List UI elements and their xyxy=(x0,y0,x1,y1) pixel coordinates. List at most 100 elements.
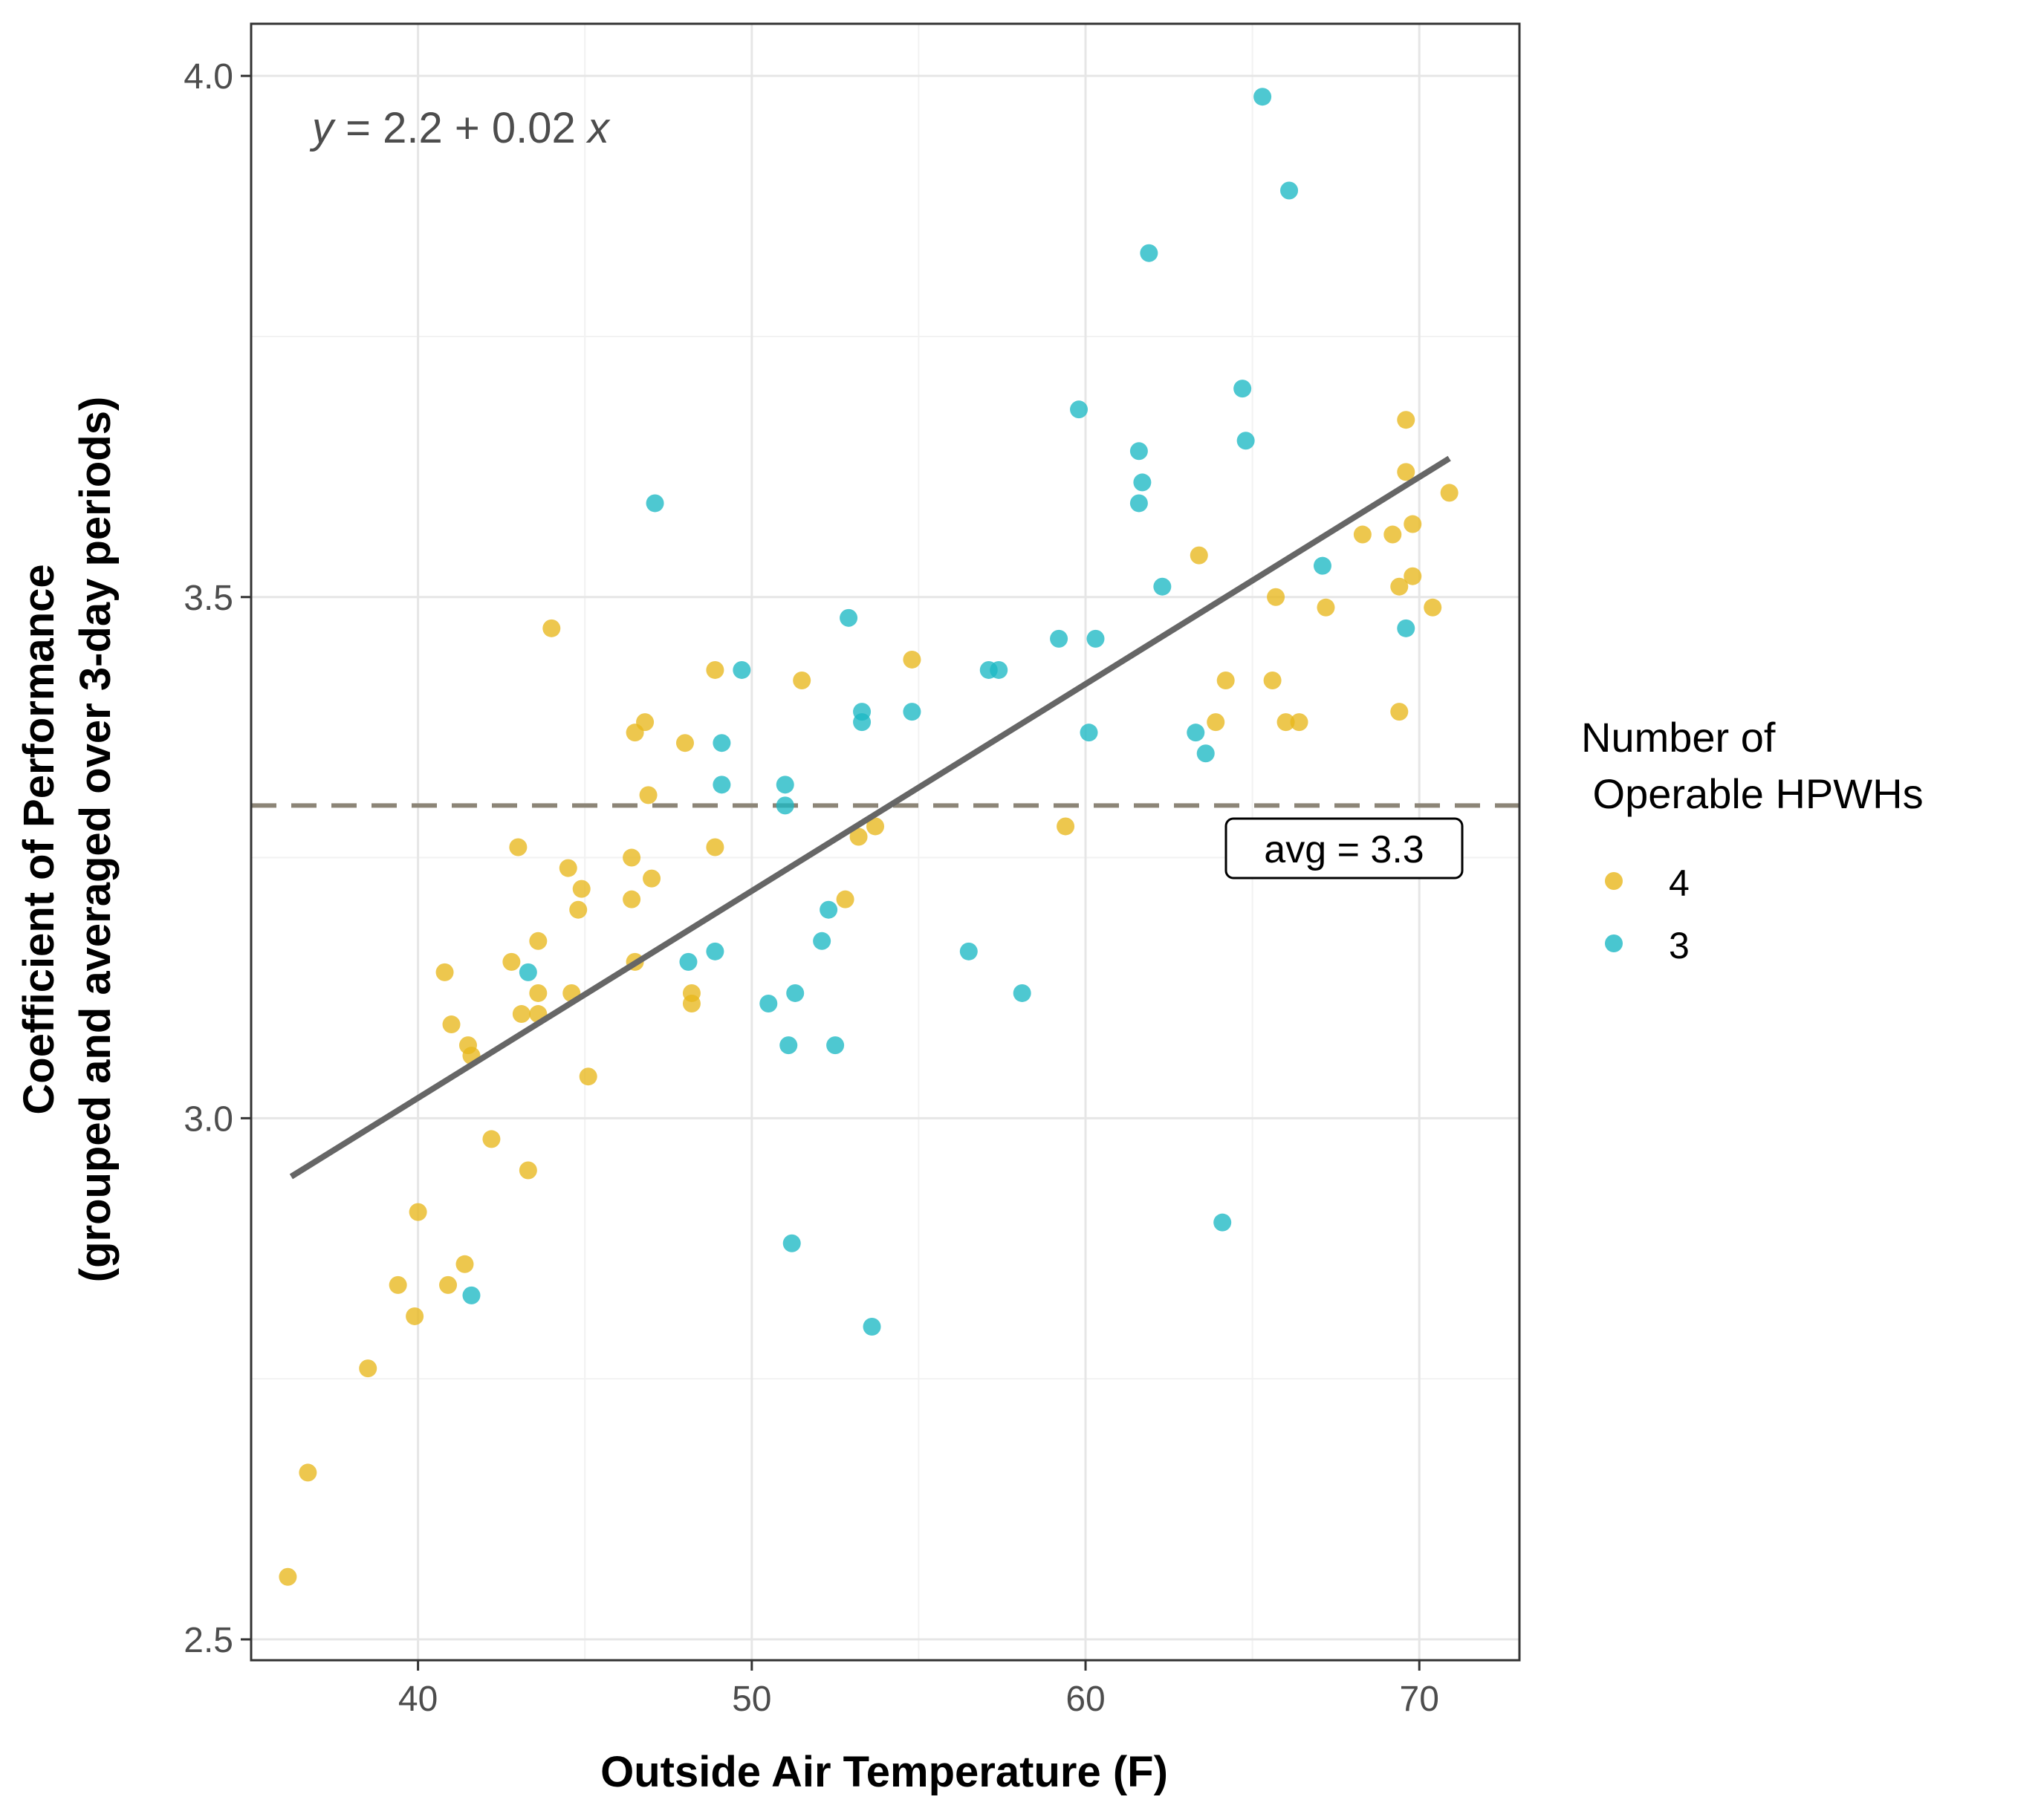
data-point-4 xyxy=(1290,713,1308,732)
data-point-4 xyxy=(359,1359,377,1378)
data-point-3 xyxy=(1253,88,1272,106)
data-point-3 xyxy=(1129,494,1148,513)
x-tick-label: 50 xyxy=(732,1680,771,1719)
data-point-3 xyxy=(840,608,858,627)
legend-label-4: 4 xyxy=(1669,862,1690,904)
data-point-3 xyxy=(1236,432,1255,450)
axis-ticks: 40 50 60 70 2.5 3.0 3.5 4.0 xyxy=(184,57,1439,1719)
data-point-4 xyxy=(1216,672,1235,690)
data-point-4 xyxy=(682,994,701,1012)
data-point-3 xyxy=(1070,400,1088,419)
legend-key-3 xyxy=(1605,934,1623,952)
data-point-3 xyxy=(1080,724,1098,742)
data-point-3 xyxy=(1187,724,1205,742)
data-point-4 xyxy=(572,880,591,898)
data-point-4 xyxy=(1404,515,1422,533)
data-point-4 xyxy=(706,838,724,856)
data-point-3 xyxy=(782,1234,801,1252)
data-point-4 xyxy=(569,900,588,919)
data-point-4 xyxy=(559,859,577,877)
data-point-4 xyxy=(1390,577,1409,596)
regression-equation: y = 2.2 + 0.02 x xyxy=(309,104,611,152)
avg-annotation: avg = 3.3 xyxy=(1224,817,1464,880)
data-point-4 xyxy=(519,1161,537,1180)
x-tick-label: 40 xyxy=(398,1680,438,1719)
data-point-4 xyxy=(793,672,811,690)
data-point-4 xyxy=(1190,546,1208,565)
data-point-3 xyxy=(959,942,978,960)
data-point-4 xyxy=(509,838,528,856)
data-point-3 xyxy=(813,932,831,950)
data-point-3 xyxy=(853,713,872,732)
data-point-4 xyxy=(455,1255,474,1273)
y-tick-label: 2.5 xyxy=(184,1621,233,1660)
data-point-3 xyxy=(786,984,805,1002)
plot-panel-border xyxy=(250,22,1521,1662)
data-point-4 xyxy=(482,1130,501,1148)
data-point-4 xyxy=(299,1463,317,1482)
data-point-4 xyxy=(529,984,548,1002)
data-point-4 xyxy=(542,619,561,637)
data-point-4 xyxy=(1267,588,1285,606)
y-tick-label: 3.0 xyxy=(184,1099,233,1139)
data-point-4 xyxy=(1207,713,1225,732)
data-point-3 xyxy=(733,660,751,679)
data-point-4 xyxy=(1424,598,1442,617)
y-axis-title-line2: (grouped and averaged over 3-day periods… xyxy=(71,397,120,1283)
data-point-4 xyxy=(836,890,854,908)
data-point-3 xyxy=(713,776,731,794)
data-point-3 xyxy=(646,494,664,513)
data-point-3 xyxy=(1013,984,1031,1002)
data-point-4 xyxy=(439,1275,458,1294)
data-point-3 xyxy=(1397,619,1415,637)
data-point-4 xyxy=(1276,713,1295,732)
legend-title-line1: Number of xyxy=(1581,714,1776,761)
data-point-4 xyxy=(636,713,655,732)
data-point-3 xyxy=(1133,473,1152,492)
data-point-4 xyxy=(849,828,868,846)
data-point-4 xyxy=(529,932,548,950)
data-point-3 xyxy=(776,776,794,794)
data-point-4 xyxy=(406,1307,424,1325)
data-point-4 xyxy=(1057,817,1075,836)
data-point-4 xyxy=(1353,525,1372,544)
data-point-3 xyxy=(1086,629,1105,648)
data-point-3 xyxy=(1233,380,1252,398)
data-point-3 xyxy=(679,952,698,971)
minor-gridlines xyxy=(250,24,1519,1660)
data-point-4 xyxy=(1440,484,1459,502)
data-point-3 xyxy=(990,660,1008,679)
x-tick-label: 70 xyxy=(1400,1680,1439,1719)
data-point-3 xyxy=(1140,244,1158,262)
data-point-3 xyxy=(826,1036,845,1055)
data-point-4 xyxy=(279,1567,297,1586)
data-point-4 xyxy=(639,786,658,804)
avg-annotation-text: avg = 3.3 xyxy=(1264,828,1424,871)
data-point-4 xyxy=(1397,411,1415,429)
data-point-4 xyxy=(643,869,661,888)
data-point-3 xyxy=(776,796,794,815)
data-point-3 xyxy=(820,900,838,919)
regression-layer xyxy=(289,455,1451,1180)
data-point-4 xyxy=(579,1067,597,1086)
scatter-points xyxy=(279,88,1459,1586)
data-point-3 xyxy=(759,994,778,1012)
data-point-3 xyxy=(706,942,724,960)
data-point-3 xyxy=(713,734,731,752)
data-point-3 xyxy=(1129,442,1148,461)
data-point-4 xyxy=(389,1275,407,1294)
data-point-3 xyxy=(1313,556,1331,575)
data-point-4 xyxy=(1397,463,1415,481)
legend-key-4 xyxy=(1605,872,1623,890)
data-point-3 xyxy=(1280,181,1299,200)
data-point-3 xyxy=(903,703,921,721)
x-axis-title: Outside Air Temperature (F) xyxy=(600,1748,1168,1796)
data-point-4 xyxy=(623,890,641,908)
data-point-4 xyxy=(1404,567,1422,585)
data-point-4 xyxy=(435,963,454,981)
data-point-4 xyxy=(1317,598,1335,617)
data-point-4 xyxy=(1263,672,1282,690)
data-point-4 xyxy=(675,734,694,752)
